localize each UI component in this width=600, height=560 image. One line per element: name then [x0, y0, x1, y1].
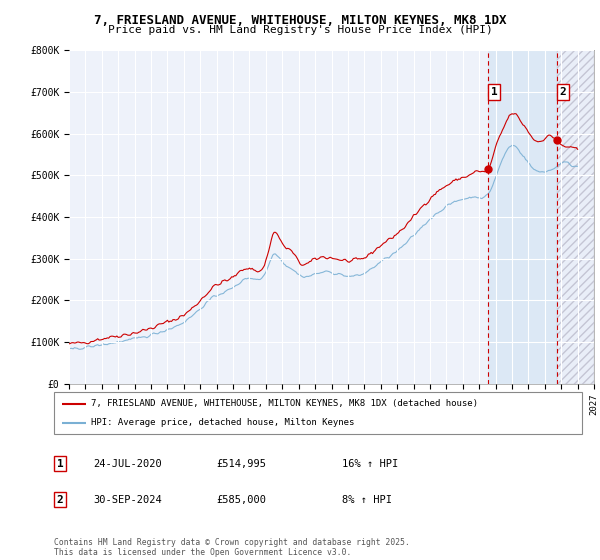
- Bar: [488, 50, 557, 384]
- Text: Price paid vs. HM Land Registry's House Price Index (HPI): Price paid vs. HM Land Registry's House …: [107, 25, 493, 35]
- Text: HPI: Average price, detached house, Milton Keynes: HPI: Average price, detached house, Milt…: [91, 418, 355, 427]
- Text: 8% ↑ HPI: 8% ↑ HPI: [342, 494, 392, 505]
- Text: 7, FRIESLAND AVENUE, WHITEHOUSE, MILTON KEYNES, MK8 1DX (detached house): 7, FRIESLAND AVENUE, WHITEHOUSE, MILTON …: [91, 399, 478, 408]
- Text: £514,995: £514,995: [216, 459, 266, 469]
- Bar: [557, 50, 594, 384]
- Text: 1: 1: [491, 87, 497, 97]
- Text: 1: 1: [56, 459, 64, 469]
- Text: 24-JUL-2020: 24-JUL-2020: [93, 459, 162, 469]
- Text: £585,000: £585,000: [216, 494, 266, 505]
- Text: 7, FRIESLAND AVENUE, WHITEHOUSE, MILTON KEYNES, MK8 1DX: 7, FRIESLAND AVENUE, WHITEHOUSE, MILTON …: [94, 14, 506, 27]
- Text: 16% ↑ HPI: 16% ↑ HPI: [342, 459, 398, 469]
- Text: Contains HM Land Registry data © Crown copyright and database right 2025.
This d: Contains HM Land Registry data © Crown c…: [54, 538, 410, 557]
- Text: 2: 2: [56, 494, 64, 505]
- Text: 30-SEP-2024: 30-SEP-2024: [93, 494, 162, 505]
- Text: 2: 2: [560, 87, 566, 97]
